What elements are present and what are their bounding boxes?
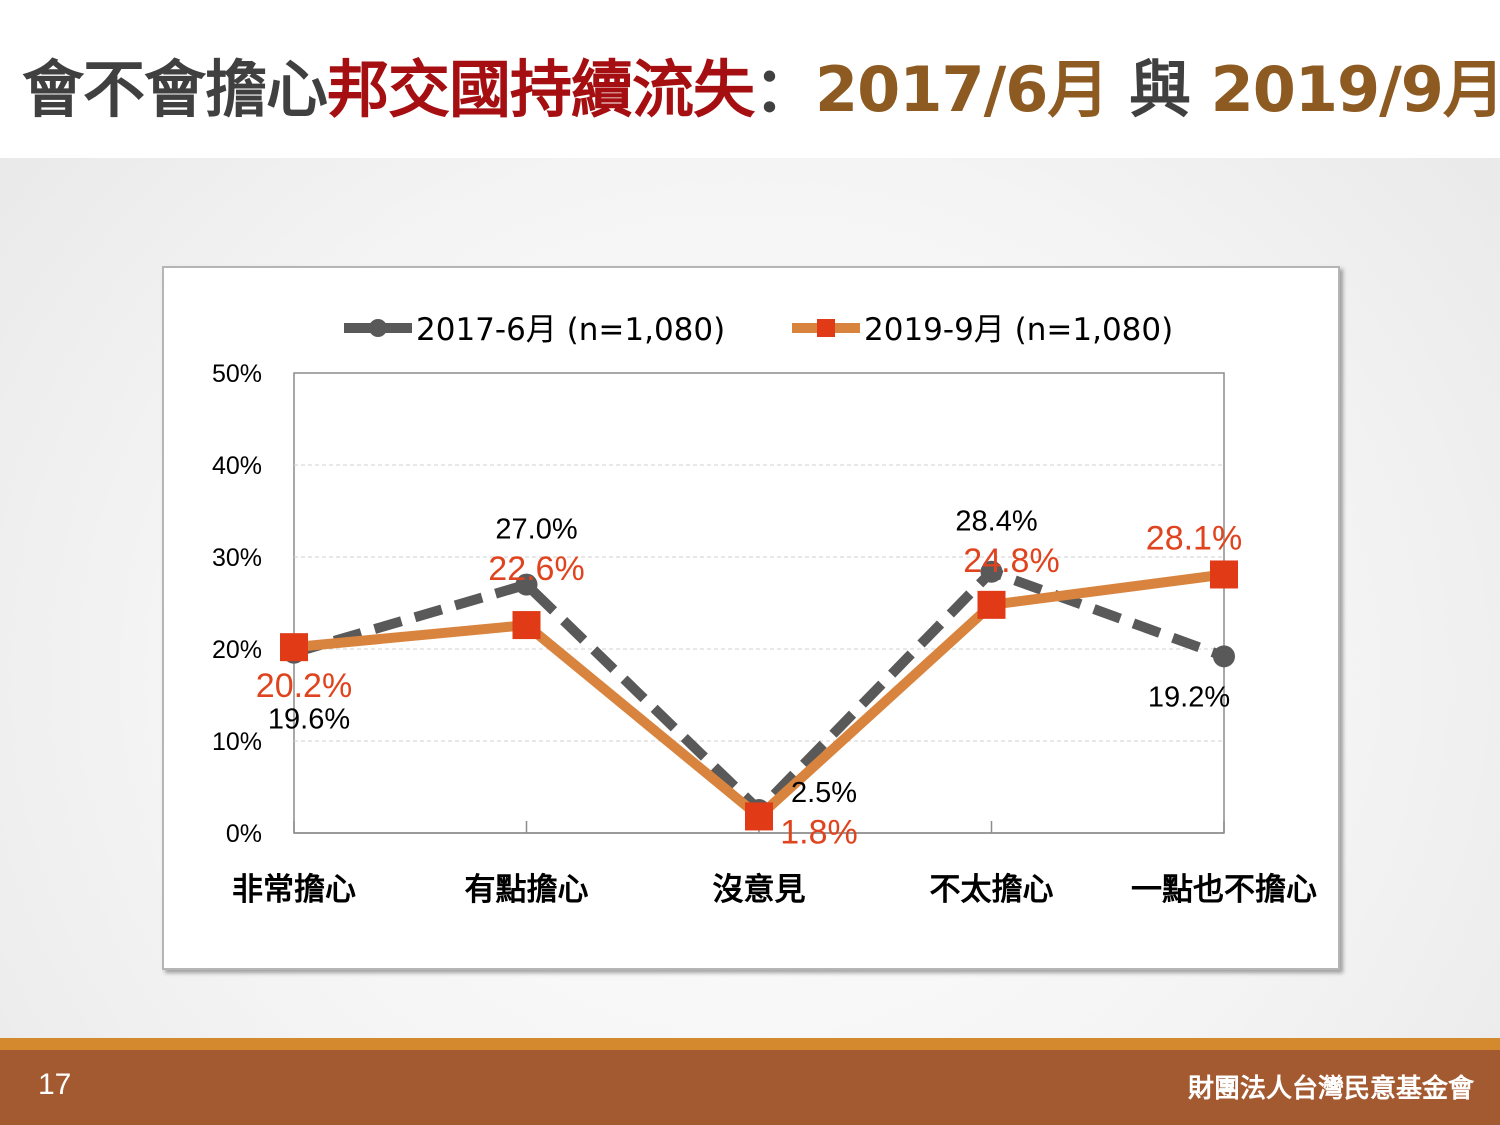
y-tick-label: 10% xyxy=(212,728,262,756)
point-2017 xyxy=(1213,645,1235,668)
point-2019 xyxy=(512,611,541,640)
y-tick-label: 0% xyxy=(226,820,262,848)
data-label-2017: 19.2% xyxy=(1148,681,1230,713)
x-category-label: 有點擔心 xyxy=(465,872,589,908)
legend-label-2019: 2019-9月 (n=1,080) xyxy=(864,312,1173,348)
organization-name: 財團法人台灣民意基金會 xyxy=(1187,1074,1474,1104)
point-2019 xyxy=(1210,560,1238,589)
x-category-label: 非常擔心 xyxy=(232,872,356,908)
legend-marker-2017 xyxy=(369,319,387,337)
y-tick-label: 30% xyxy=(212,544,262,572)
title-bar xyxy=(0,0,1500,158)
plot-area-border xyxy=(293,372,1225,834)
title-connector: 與 xyxy=(1108,53,1211,126)
series-line-2017 xyxy=(292,566,1226,815)
legend-label-2017: 2017-6月 (n=1,080) xyxy=(416,312,725,348)
point-2019 xyxy=(977,590,1006,619)
chart-frame: 0% 10% 20% 30% 40% 50% 非常擔心 有點擔心 沒意見 不太擔心 一點也不擔心 20… xyxy=(162,266,1340,970)
x-category-label: 不太擔心 xyxy=(930,872,1054,908)
y-tick-label: 50% xyxy=(212,360,262,388)
title-part-4: 2019/9月 xyxy=(1210,53,1500,126)
point-2017 xyxy=(980,560,1003,583)
data-label-2019: 1.8% xyxy=(780,813,858,851)
point-2017 xyxy=(515,573,538,596)
footer-accent-bar xyxy=(0,1038,1500,1050)
point-2019 xyxy=(745,802,773,831)
title-part-2: 邦交國持續流失 xyxy=(327,53,755,126)
point-2019 xyxy=(280,633,308,662)
y-tick-label: 20% xyxy=(212,636,262,664)
data-label-2019: 20.2% xyxy=(256,667,352,705)
page-title: 會不會擔心邦交國持續流失：2017/6月 與 2019/9月 xyxy=(22,50,1500,130)
footer-bar xyxy=(0,1050,1500,1125)
x-category-label: 沒意見 xyxy=(713,872,806,908)
data-label-2017: 28.4% xyxy=(955,506,1037,538)
y-tick-label: 40% xyxy=(212,452,262,480)
data-label-2017: 19.6% xyxy=(268,704,350,736)
data-label-2017: 27.0% xyxy=(495,514,577,546)
line-chart: 0% 10% 20% 30% 40% 50% 非常擔心 有點擔心 沒意見 不太擔心 一點也不擔心 20… xyxy=(212,312,1317,908)
legend-marker-2019 xyxy=(817,319,835,337)
title-part-3: 2017/6月 xyxy=(815,53,1109,126)
title-separator: ： xyxy=(754,53,816,126)
data-label-2019: 22.6% xyxy=(488,550,584,588)
data-label-2017: 2.5% xyxy=(791,777,857,809)
page-number: 17 xyxy=(38,1068,72,1101)
data-label-2019: 28.1% xyxy=(1146,519,1242,557)
data-label-2019: 24.8% xyxy=(963,542,1059,580)
x-category-label: 一點也不擔心 xyxy=(1131,872,1317,908)
title-part-1: 會不會擔心 xyxy=(22,53,328,126)
